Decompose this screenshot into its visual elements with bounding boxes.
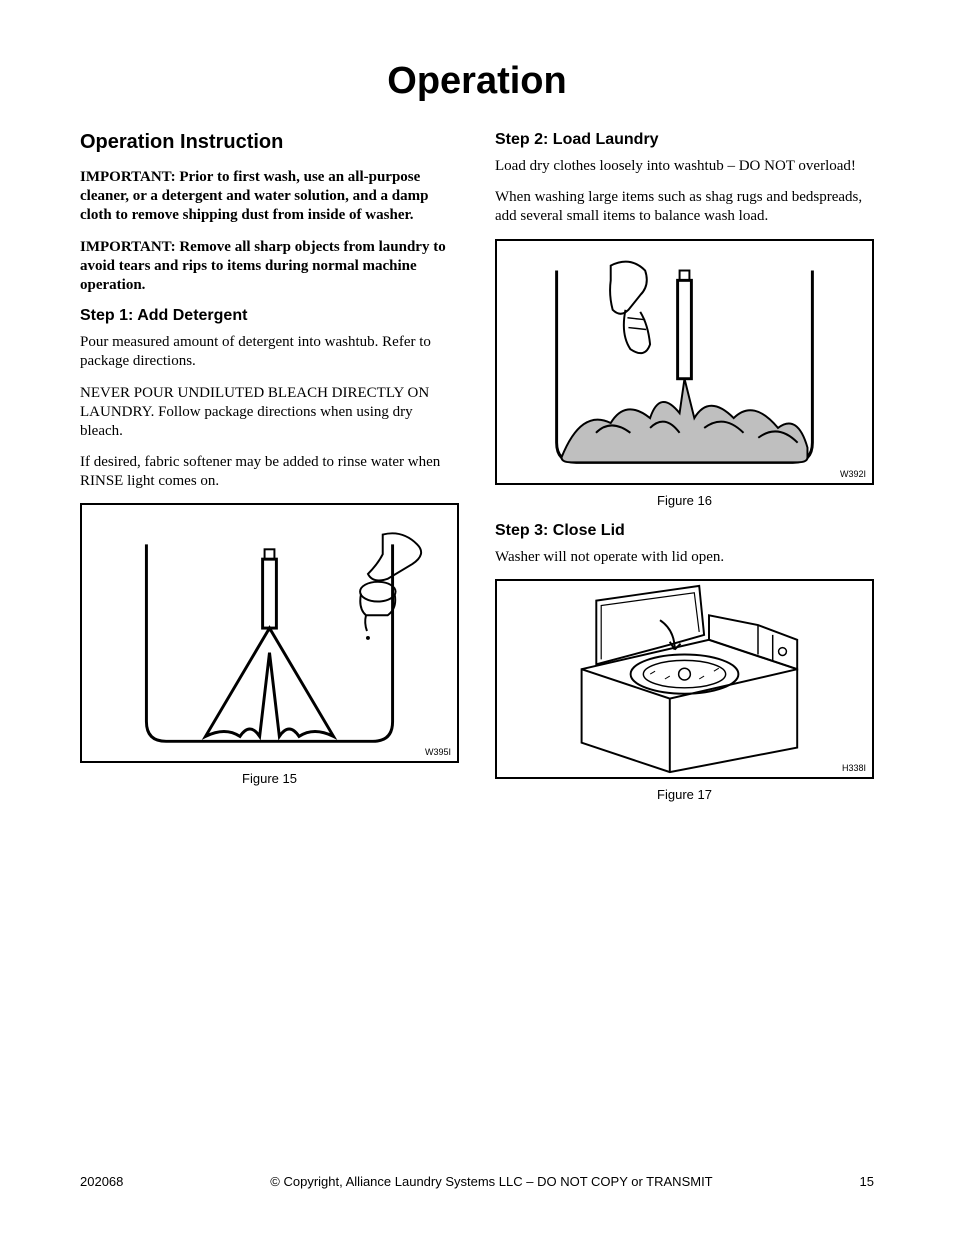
- two-column-layout: Operation Instruction IMPORTANT: Prior t…: [80, 131, 874, 816]
- figure-16-box: W392I: [495, 239, 874, 485]
- page-footer: 202068 © Copyright, Alliance Laundry Sys…: [80, 1174, 874, 1189]
- step1-paragraph-1: Pour measured amount of detergent into w…: [80, 333, 459, 371]
- step1-heading: Step 1: Add Detergent: [80, 307, 459, 325]
- figure-16-illustration: [497, 241, 872, 483]
- figure-17-illustration: [497, 581, 872, 777]
- figure-15-caption: Figure 15: [80, 771, 459, 786]
- figure-17-caption: Figure 17: [495, 787, 874, 802]
- step3-heading: Step 3: Close Lid: [495, 522, 874, 540]
- figure-15-label: W395I: [425, 747, 451, 757]
- figure-16-caption: Figure 16: [495, 493, 874, 508]
- footer-doc-number: 202068: [80, 1174, 123, 1189]
- page-title: Operation: [80, 60, 874, 103]
- step2-paragraph-1: Load dry clothes loosely into washtub – …: [495, 157, 874, 176]
- figure-15-illustration: [82, 505, 457, 761]
- operation-instruction-heading: Operation Instruction: [80, 131, 459, 154]
- step1-paragraph-3: If desired, fabric softener may be added…: [80, 453, 459, 491]
- step3-paragraph-1: Washer will not operate with lid open.: [495, 548, 874, 567]
- step2-paragraph-2: When washing large items such as shag ru…: [495, 188, 874, 226]
- important-note-2: IMPORTANT: Remove all sharp objects from…: [80, 238, 459, 296]
- figure-17-label: H338I: [842, 763, 866, 773]
- right-column: Step 2: Load Laundry Load dry clothes lo…: [495, 131, 874, 816]
- footer-copyright: © Copyright, Alliance Laundry Systems LL…: [123, 1174, 859, 1189]
- step1-paragraph-2: NEVER POUR UNDILUTED BLEACH DIRECTLY ON …: [80, 384, 459, 442]
- step2-heading: Step 2: Load Laundry: [495, 131, 874, 149]
- important-note-1: IMPORTANT: Prior to first wash, use an a…: [80, 168, 459, 226]
- left-column: Operation Instruction IMPORTANT: Prior t…: [80, 131, 459, 816]
- footer-page-number: 15: [860, 1174, 874, 1189]
- figure-17-box: H338I: [495, 579, 874, 779]
- figure-16-label: W392I: [840, 469, 866, 479]
- figure-15-box: W395I: [80, 503, 459, 763]
